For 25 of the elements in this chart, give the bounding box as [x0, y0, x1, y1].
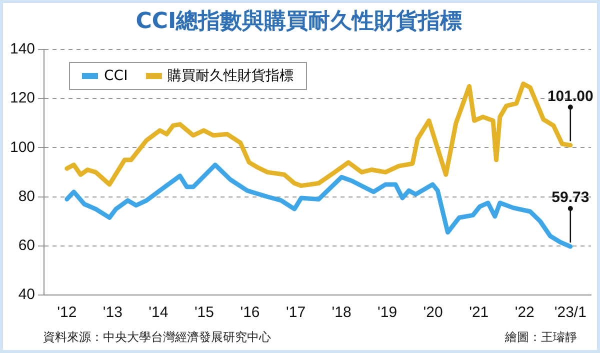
text: 繪圖：王璿靜	[505, 329, 577, 346]
legend-label: CCI	[104, 68, 128, 84]
chart-title: CCI總指數與購買耐久性財貨指標	[136, 8, 462, 34]
x-tick-label: '23/1	[554, 304, 586, 322]
x-tick-label: '19	[378, 304, 398, 322]
x-tick-label: '14	[148, 304, 168, 322]
x-tick-label: '12	[57, 304, 77, 322]
x-tick-label: '13	[102, 304, 122, 322]
legend-label: 購買耐久性財貨指標	[168, 67, 294, 86]
x-tick-label: '21	[469, 304, 489, 322]
x-tick-label: '15	[194, 304, 214, 322]
annotation: 101.00	[547, 88, 594, 105]
x-tick-label: '16	[240, 304, 260, 322]
x-tick-label: '18	[332, 304, 352, 322]
y-tick-label: 80	[18, 188, 36, 205]
x-tick-label: '20	[423, 304, 443, 322]
y-tick-label: 140	[10, 40, 36, 58]
x-tick-label: '22	[514, 304, 534, 322]
y-tick-label: 100	[10, 138, 36, 156]
annotation: 59.73	[552, 189, 590, 206]
x-tick-label: '17	[286, 304, 306, 322]
y-tick-label: 40	[18, 286, 36, 304]
source-note: 資料來源：中央大學台灣經濟發展研究中心	[43, 329, 271, 346]
y-tick-label: 120	[10, 90, 36, 107]
y-tick-label: 60	[18, 237, 36, 254]
